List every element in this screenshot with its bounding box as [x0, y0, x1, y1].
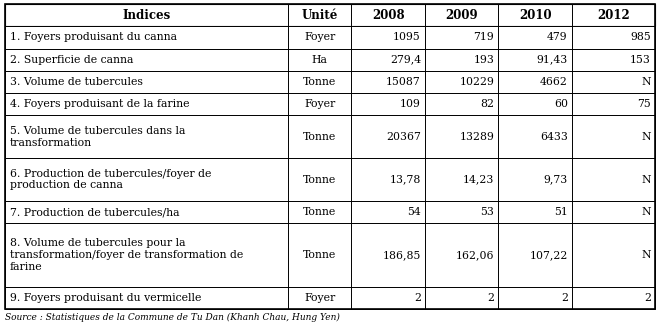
Text: N: N [642, 132, 651, 142]
Text: 719: 719 [474, 32, 494, 43]
Text: 107,22: 107,22 [529, 250, 568, 260]
Text: Tonne: Tonne [303, 175, 336, 184]
Text: N: N [642, 250, 651, 260]
Text: Source : Statistiques de la Commune de Tu Dan (Khanh Chau, Hung Yen): Source : Statistiques de la Commune de T… [5, 313, 340, 322]
Text: 479: 479 [547, 32, 568, 43]
Text: 7. Production de tubercules/ha: 7. Production de tubercules/ha [10, 207, 180, 217]
Text: 2010: 2010 [519, 9, 551, 22]
Text: 13,78: 13,78 [389, 175, 421, 184]
Text: 14,23: 14,23 [463, 175, 494, 184]
Text: 2: 2 [644, 293, 651, 303]
Bar [5, 71, 655, 93]
Text: N: N [642, 175, 651, 184]
Text: 985: 985 [630, 32, 651, 43]
Text: 91,43: 91,43 [537, 55, 568, 65]
Text: 2009: 2009 [446, 9, 478, 22]
Text: 15087: 15087 [386, 77, 421, 87]
Text: 193: 193 [473, 55, 494, 65]
Text: 109: 109 [400, 99, 421, 109]
Text: 2008: 2008 [372, 9, 405, 22]
Text: Tonne: Tonne [303, 77, 336, 87]
Text: 2: 2 [414, 293, 421, 303]
Text: 54: 54 [407, 207, 421, 217]
Text: 53: 53 [480, 207, 494, 217]
Text: 153: 153 [630, 55, 651, 65]
Text: 1. Foyers produisant du canna: 1. Foyers produisant du canna [10, 32, 177, 43]
Text: 10229: 10229 [459, 77, 494, 87]
Bar [5, 48, 655, 71]
Text: 6433: 6433 [540, 132, 568, 142]
Text: 20367: 20367 [386, 132, 421, 142]
Text: Tonne: Tonne [303, 250, 336, 260]
Text: 186,85: 186,85 [383, 250, 421, 260]
Text: 2012: 2012 [597, 9, 630, 22]
Text: 13289: 13289 [459, 132, 494, 142]
Text: 2. Superficie de canna: 2. Superficie de canna [10, 55, 133, 65]
Text: 82: 82 [480, 99, 494, 109]
Text: 4. Foyers produisant de la farine: 4. Foyers produisant de la farine [10, 99, 189, 109]
Text: 5. Volume de tubercules dans la
transformation: 5. Volume de tubercules dans la transfor… [10, 126, 185, 147]
Text: Ha: Ha [312, 55, 327, 65]
Text: 51: 51 [554, 207, 568, 217]
Text: 9. Foyers produisant du vermicelle: 9. Foyers produisant du vermicelle [10, 293, 201, 303]
Text: 279,4: 279,4 [390, 55, 421, 65]
Bar [5, 93, 655, 115]
Text: 6. Production de tubercules/foyer de
production de canna: 6. Production de tubercules/foyer de pro… [10, 169, 211, 190]
Text: 8. Volume de tubercules pour la
transformation/foyer de transformation de
farine: 8. Volume de tubercules pour la transfor… [10, 238, 244, 272]
Bar [5, 201, 655, 223]
Text: N: N [642, 77, 651, 87]
Bar [5, 26, 655, 48]
Text: Tonne: Tonne [303, 207, 336, 217]
Text: Unité: Unité [302, 9, 338, 22]
Text: 60: 60 [554, 99, 568, 109]
Text: 3. Volume de tubercules: 3. Volume de tubercules [10, 77, 143, 87]
Bar [5, 4, 655, 26]
Text: Foyer: Foyer [304, 99, 335, 109]
Text: 2: 2 [561, 293, 568, 303]
Text: 1095: 1095 [393, 32, 421, 43]
Text: 9,73: 9,73 [544, 175, 568, 184]
Text: N: N [642, 207, 651, 217]
Text: Tonne: Tonne [303, 132, 336, 142]
Bar [5, 287, 655, 309]
Bar [5, 223, 655, 287]
Bar [5, 158, 655, 201]
Text: Foyer: Foyer [304, 32, 335, 43]
Text: Foyer: Foyer [304, 293, 335, 303]
Text: 4662: 4662 [540, 77, 568, 87]
Text: Indices: Indices [122, 9, 170, 22]
Text: 162,06: 162,06 [456, 250, 494, 260]
Bar [5, 115, 655, 158]
Text: 2: 2 [487, 293, 494, 303]
Text: 75: 75 [638, 99, 651, 109]
